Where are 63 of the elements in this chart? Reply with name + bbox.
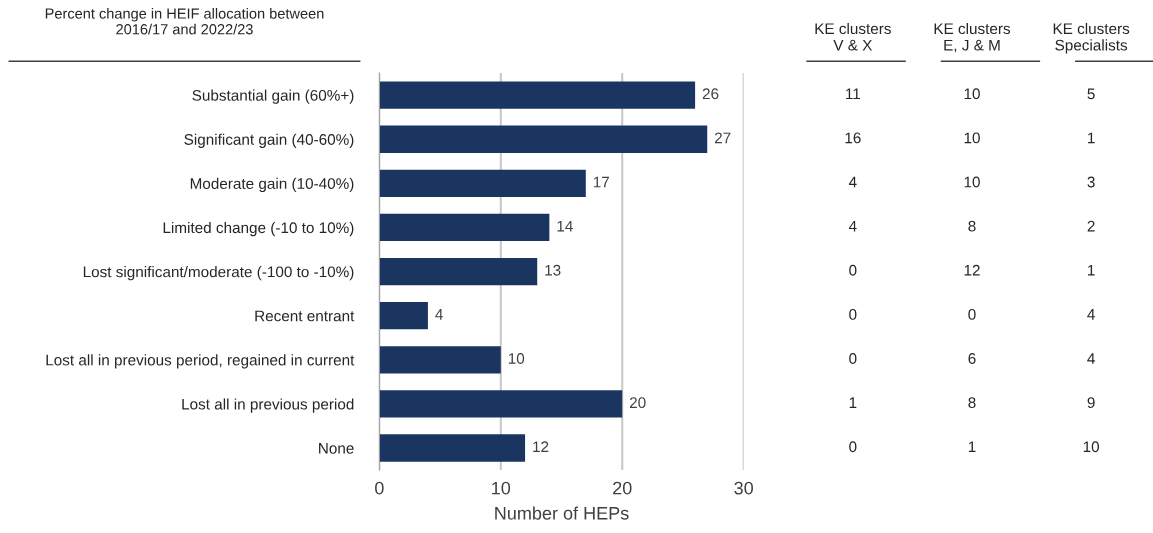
data-label: 1 [849,397,857,408]
data-label: 0 [849,441,857,453]
data-label: 8 [968,397,976,409]
data-label: 14 [557,220,573,232]
data-label: 16 [845,132,861,144]
x-axis-title: Number of HEPs [495,506,629,520]
data-label: 12 [533,441,549,452]
x-tick-label: 20 [613,481,632,495]
data-label: 10 [1083,441,1100,453]
data-label: 4 [848,176,857,188]
x-tick-label: 0 [375,481,384,495]
bar [379,390,623,418]
data-label: 12 [964,264,980,276]
data-label: 2 [1087,220,1095,232]
y-tick-label: Lost all in previous period [182,398,354,413]
bar [379,346,501,374]
data-label: 20 [629,397,646,409]
data-label: 8 [968,220,976,232]
data-label: 1 [1088,265,1095,276]
data-label: 27 [714,132,731,144]
x-tick-label: 10 [492,481,511,495]
y-tick-label: Substantial gain (60%+) [192,89,354,104]
y-tick-label: None [319,443,354,454]
x-tick-label: KE clusters V & X [815,22,891,51]
x-tick-label: KE clusters Specialists [1053,22,1130,54]
data-label: 17 [593,176,609,188]
y-tick-label: Lost all in previous period, regained in current [46,354,355,369]
x-tick-label: 30 [734,481,754,495]
data-label: 3 [1087,176,1095,188]
data-label: 26 [702,88,719,100]
data-label: 11 [846,88,861,100]
bar [379,434,526,462]
data-label: 1 [1088,132,1095,144]
y-tick-label: Recent entrant [255,310,355,322]
y-tick-label: Moderate gain (10-40%) [190,177,354,193]
data-label: 0 [968,308,976,320]
data-label: 0 [849,308,857,320]
data-label: 13 [545,264,561,276]
data-label: 1 [968,441,976,452]
data-label: 4 [1087,353,1095,364]
data-label: 5 [1087,88,1095,100]
data-label: 4 [435,309,443,320]
data-label: 0 [849,353,857,364]
data-label: 10 [964,132,980,144]
y-tick-label: Lost significant/moderate (-100 to -10%) [83,266,354,281]
data-label: 10 [508,353,525,364]
bar [379,213,550,242]
data-label: 10 [964,88,980,100]
data-label: 4 [1087,309,1095,320]
bar [379,169,586,197]
data-label: 10 [964,176,980,188]
x-tick-label: KE clusters E, J & M [934,22,1011,53]
y-tick-label: Limited change (-10 to 10%) [163,221,354,237]
data-label: 0 [849,264,857,276]
bar [379,257,538,286]
y-tick-label: Significant gain (40-60%) [184,133,354,148]
data-label: 4 [848,220,857,232]
bar [379,302,428,330]
bar [379,125,708,153]
bar [379,81,696,109]
text: Percent change in HEIF allocation between 2016/17 and 2022/23 [45,7,324,35]
data-label: 9 [1087,397,1095,409]
data-label: 6 [968,353,976,364]
